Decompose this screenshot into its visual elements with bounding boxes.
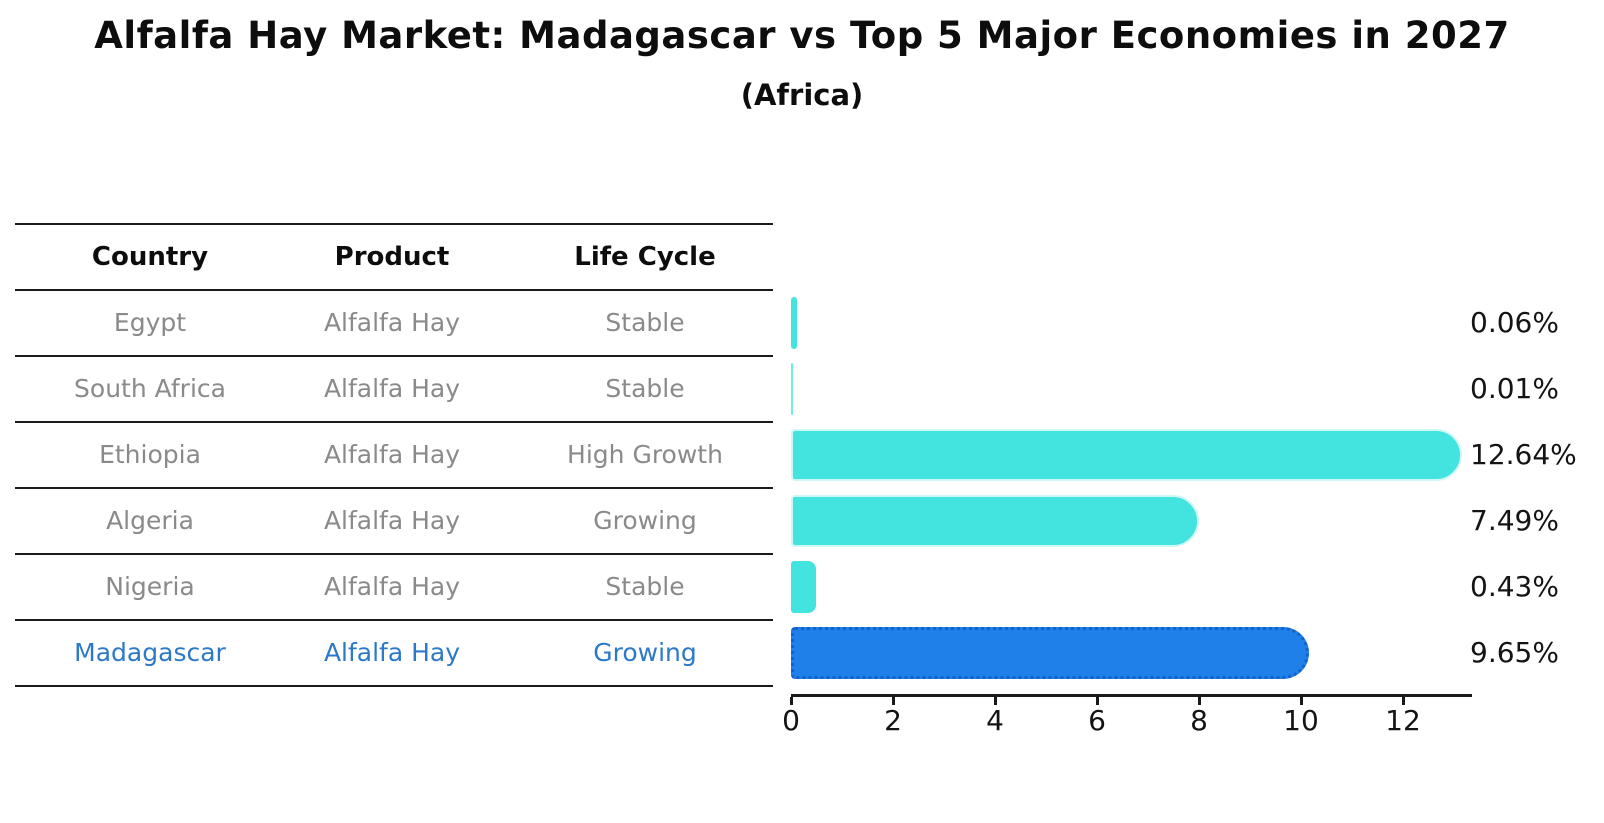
table-line: [15, 421, 773, 423]
bar-value-label: 9.65%: [1470, 636, 1559, 669]
table-line: [15, 289, 773, 291]
x-tick: [1198, 697, 1201, 705]
cell-life-cycle: Stable: [605, 308, 685, 337]
x-tick: [1096, 697, 1099, 705]
cell-country-highlight: Madagascar: [74, 638, 226, 667]
bar-egypt: [791, 297, 797, 349]
table-line: [15, 619, 773, 621]
cell-country: Nigeria: [105, 572, 195, 601]
x-tick-label: 12: [1385, 704, 1421, 737]
x-tick: [1300, 697, 1303, 705]
header-country: Country: [91, 242, 209, 272]
bar-algeria: [791, 495, 1199, 547]
bar-ethiopia: [791, 429, 1462, 481]
cell-product: Alfalfa Hay: [323, 572, 461, 601]
cell-product: Alfalfa Hay: [323, 440, 461, 469]
cell-life-cycle: Growing: [593, 506, 697, 535]
bar-value-label: 0.01%: [1470, 372, 1559, 405]
bar-madagascar: [791, 627, 1309, 679]
table-line: [15, 223, 773, 225]
bar-value-label: 7.49%: [1470, 504, 1559, 537]
chart-subtitle: (Africa): [740, 78, 864, 112]
x-tick-label: 4: [986, 704, 1004, 737]
table-line: [15, 487, 773, 489]
table-line: [15, 355, 773, 357]
cell-product: Alfalfa Hay: [323, 308, 461, 337]
x-axis-line: [791, 694, 1472, 697]
cell-life-cycle: Stable: [605, 374, 685, 403]
x-tick: [1402, 697, 1405, 705]
x-tick-label: 2: [884, 704, 902, 737]
cell-life-cycle-highlight: Growing: [593, 638, 697, 667]
cell-product: Alfalfa Hay: [323, 374, 461, 403]
cell-country: Algeria: [106, 506, 194, 535]
table-line: [15, 553, 773, 555]
cell-country: South Africa: [74, 374, 226, 403]
x-tick: [790, 697, 793, 705]
x-tick-label: 8: [1190, 704, 1208, 737]
chart-title: Alfalfa Hay Market: Madagascar vs Top 5 …: [94, 14, 1510, 57]
bar-value-label: 0.06%: [1470, 306, 1559, 339]
x-tick-label: 10: [1283, 704, 1319, 737]
cell-life-cycle: Stable: [605, 572, 685, 601]
cell-product: Alfalfa Hay: [323, 506, 461, 535]
x-tick-label: 6: [1088, 704, 1106, 737]
bar-value-label: 0.43%: [1470, 570, 1559, 603]
cell-life-cycle: High Growth: [567, 440, 723, 469]
x-tick: [892, 697, 895, 705]
header-life-cycle: Life Cycle: [574, 242, 716, 272]
cell-country: Ethiopia: [99, 440, 201, 469]
bar-nigeria: [791, 561, 816, 613]
header-product: Product: [334, 242, 450, 272]
bar-value-label: 12.64%: [1470, 438, 1577, 471]
x-tick: [994, 697, 997, 705]
bar-south-africa: [791, 363, 793, 415]
x-tick-label: 0: [782, 704, 800, 737]
cell-country: Egypt: [113, 308, 187, 337]
table-line: [15, 685, 773, 687]
cell-product-highlight: Alfalfa Hay: [323, 638, 461, 667]
